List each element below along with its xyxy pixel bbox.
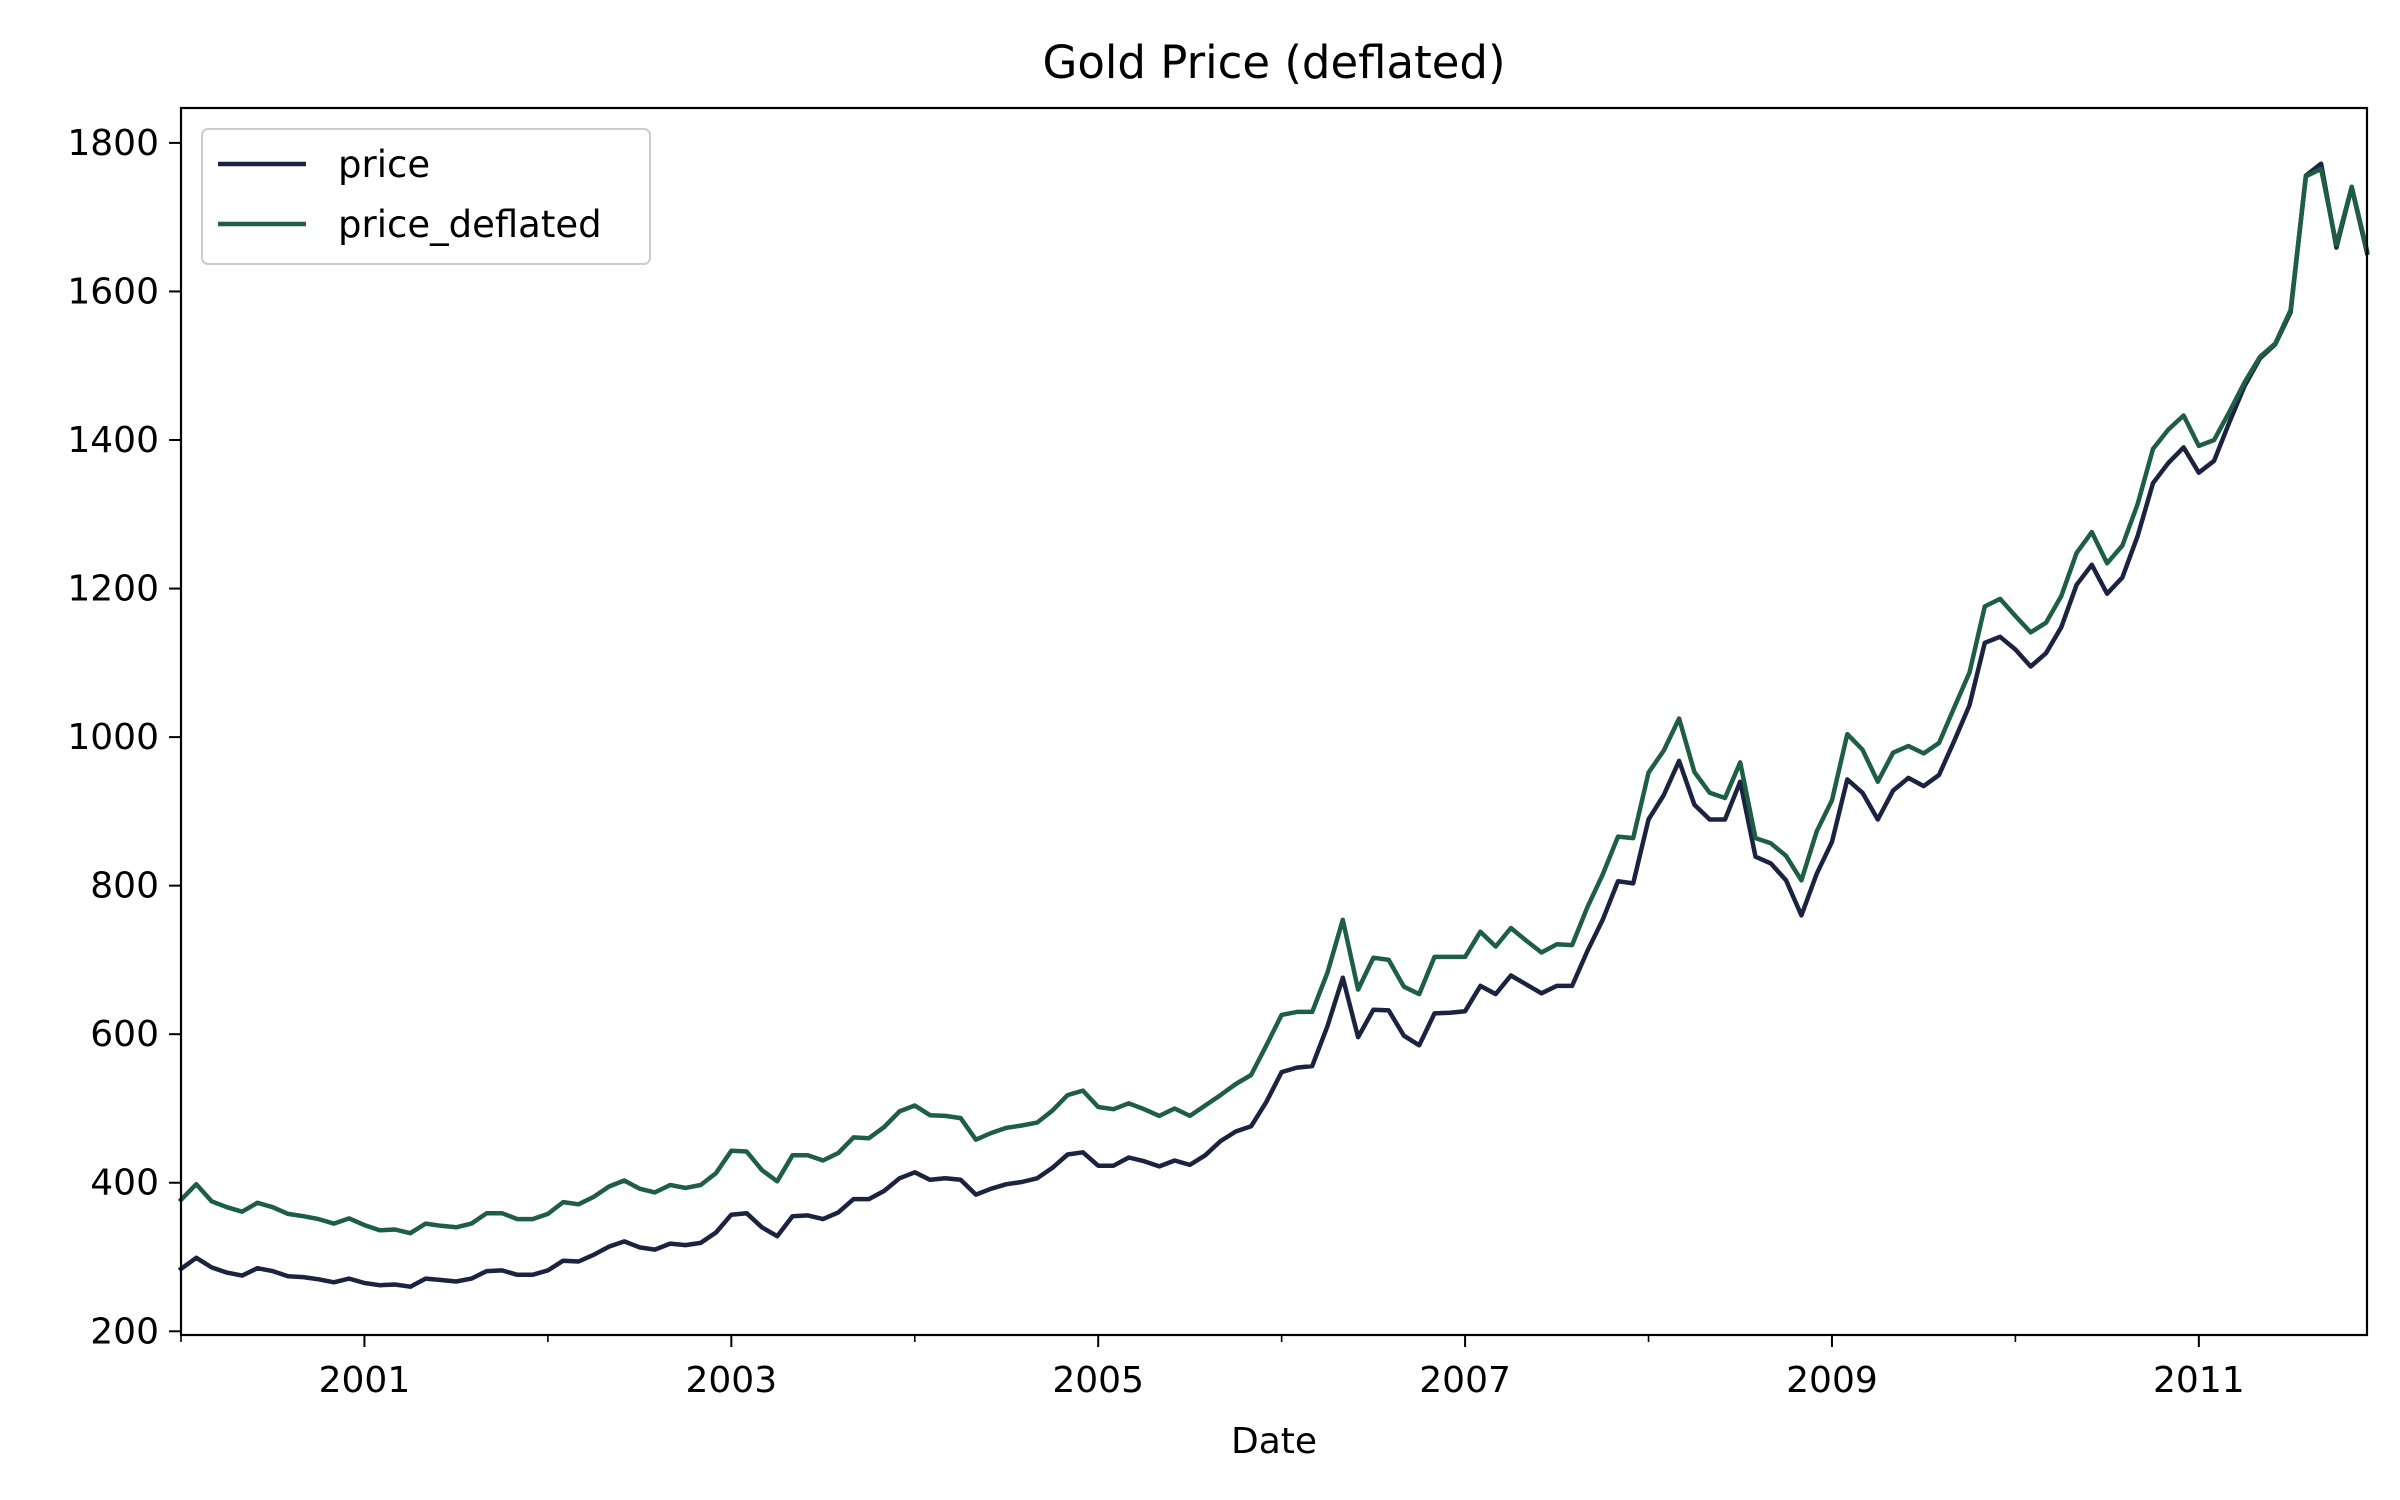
series-line-price — [177, 161, 2370, 1289]
x-tick-label: 2003 — [686, 1360, 778, 1401]
x-tick-label: 2007 — [1419, 1360, 1511, 1401]
legend-label-price: price — [338, 143, 430, 186]
x-axis-label: Date — [1231, 1421, 1317, 1462]
y-tick-label: 600 — [90, 1014, 159, 1055]
y-tick-label: 1400 — [67, 420, 159, 461]
y-tick-label: 1800 — [67, 123, 159, 164]
y-tick-label: 200 — [90, 1311, 159, 1352]
legend-box — [201, 128, 651, 265]
y-tick-label: 1000 — [67, 717, 159, 758]
x-tick-label: 2009 — [1786, 1360, 1878, 1401]
chart-title: Gold Price (deflated) — [1042, 36, 1505, 89]
y-tick-label: 1600 — [67, 271, 159, 312]
series-line-price-deflated — [177, 166, 2370, 1236]
y-tick-label: 1200 — [67, 569, 159, 610]
x-tick-label: 2001 — [319, 1360, 411, 1401]
y-tick-label: 400 — [90, 1163, 159, 1204]
legend: price price_deflated — [201, 128, 651, 265]
x-tick-label: 2011 — [2153, 1360, 2245, 1401]
legend-label-price-deflated: price_deflated — [338, 203, 602, 246]
axes-frame — [179, 106, 2369, 1337]
y-tick-label: 800 — [90, 866, 159, 907]
x-tick-label: 2005 — [1052, 1360, 1144, 1401]
plot-area: 200 400 600 800 1000 1200 1400 1600 1800 2001 2003… — [67, 106, 2370, 1401]
